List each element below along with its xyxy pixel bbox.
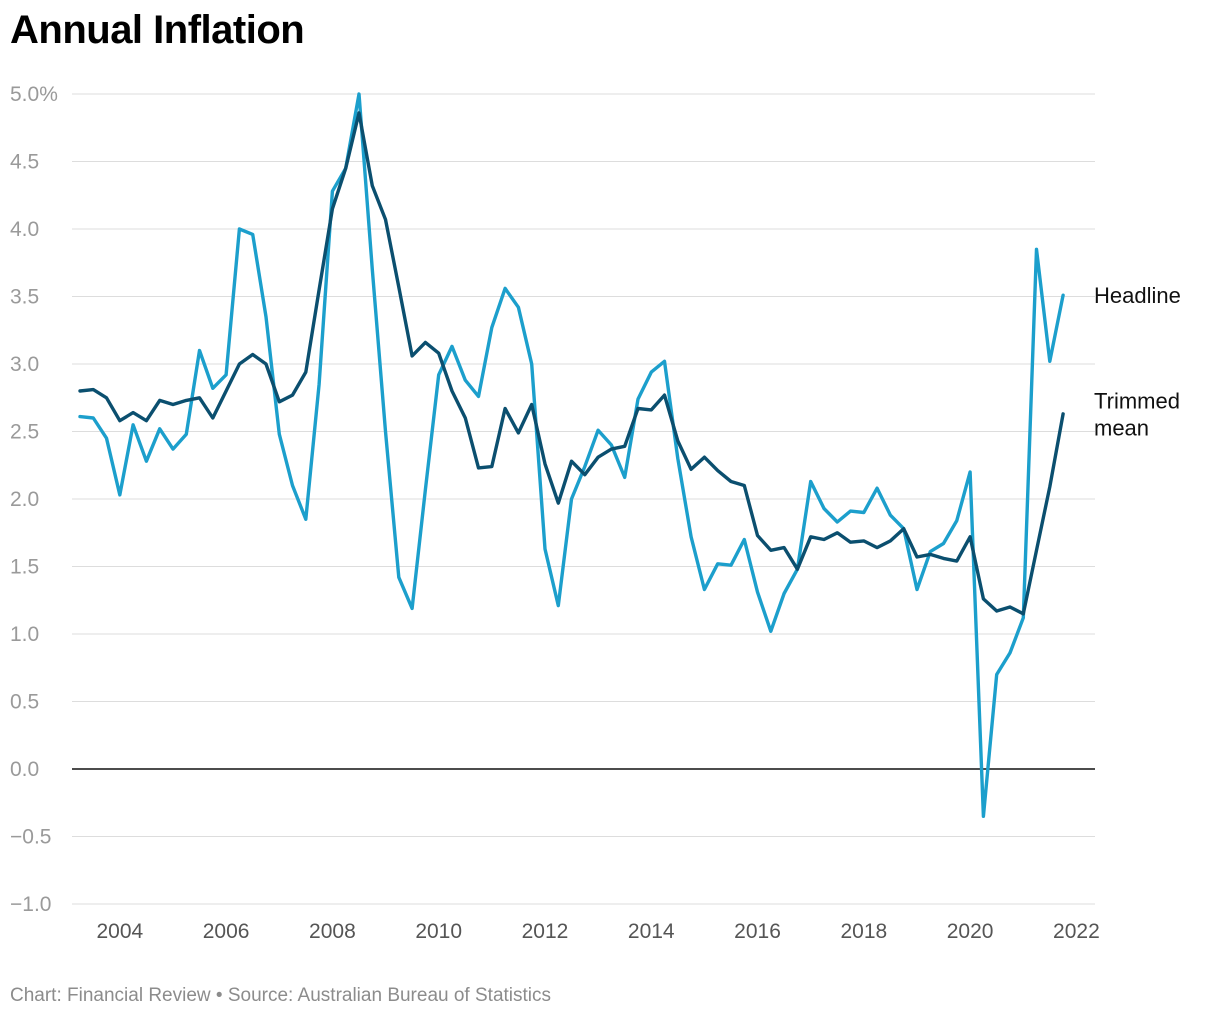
chart-title: Annual Inflation bbox=[10, 8, 305, 52]
series-line-headline bbox=[78, 92, 1065, 818]
y-tick-label: 0.0 bbox=[10, 758, 39, 781]
x-tick-label: 2018 bbox=[840, 920, 887, 943]
y-axis-tick-labels: −1.0 −0.5 0.0 0.5 1.0 1.5 2.0 2.5 3.0 3.5 4.0 4.5 5.… bbox=[10, 83, 58, 916]
y-tick-label: −1.0 bbox=[10, 893, 51, 916]
x-tick-label: 2010 bbox=[415, 920, 462, 943]
x-tick-label: 2014 bbox=[628, 920, 675, 943]
y-tick-label: 4.5 bbox=[10, 151, 39, 174]
y-tick-label: 0.5 bbox=[10, 691, 39, 714]
x-tick-label: 2006 bbox=[203, 920, 250, 943]
y-tick-label: 3.0 bbox=[10, 353, 39, 376]
x-tick-label: 2008 bbox=[309, 920, 356, 943]
x-tick-label: 2012 bbox=[522, 920, 569, 943]
series-lines bbox=[78, 92, 1065, 818]
series-label: Headline bbox=[1094, 283, 1181, 308]
y-tick-label: −0.5 bbox=[10, 826, 51, 849]
x-tick-label: 2004 bbox=[96, 920, 143, 943]
x-tick-label: 2016 bbox=[734, 920, 781, 943]
chart-source-footer: Chart: Financial Review • Source: Austra… bbox=[10, 985, 552, 1006]
y-tick-label: 4.0 bbox=[10, 218, 39, 241]
y-tick-label: 2.0 bbox=[10, 488, 39, 511]
y-tick-label: 1.5 bbox=[10, 556, 39, 579]
x-axis-tick-labels: 2004 2006 2008 2010 2012 2014 2016 2018 2020 2022 bbox=[96, 920, 1099, 943]
x-tick-label: 2020 bbox=[947, 920, 994, 943]
series-label: mean bbox=[1094, 415, 1149, 440]
series-label: Trimmed bbox=[1094, 388, 1180, 413]
y-tick-label: 1.0 bbox=[10, 623, 39, 646]
gridlines bbox=[72, 93, 1095, 905]
y-tick-label: 3.5 bbox=[10, 286, 39, 309]
y-tick-label: 2.5 bbox=[10, 421, 39, 444]
y-tick-label: 5.0% bbox=[10, 83, 58, 106]
x-tick-label: 2022 bbox=[1053, 920, 1100, 943]
